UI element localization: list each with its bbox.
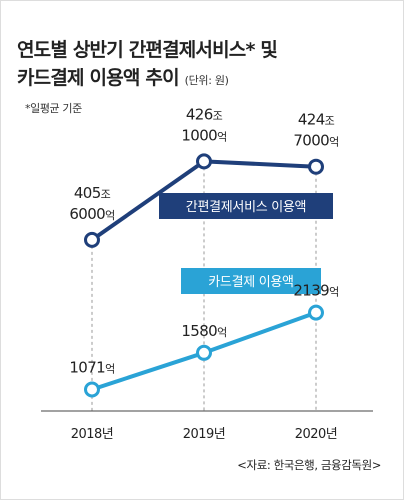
series-tag-label: 카드결제 이용액 (208, 275, 293, 290)
data-label: 2139억 (293, 282, 338, 300)
data-point (308, 304, 324, 321)
data-point (84, 381, 100, 398)
series-tag-label: 간편결제서비스 이용액 (186, 200, 306, 215)
data-point (308, 158, 324, 175)
chart-title-line-1: 연도별 상반기 간편결제서비스* 및 (17, 39, 278, 61)
data-label: 426조 (186, 105, 223, 123)
x-tick-label: 2018년 (71, 427, 114, 442)
data-label: 7000억 (293, 132, 338, 150)
data-labels: 405조 6000억 426조 1000억 424조 7000억 1071억 1580억 213… (69, 105, 339, 376)
data-label: 6000억 (69, 205, 114, 223)
data-label: 1000억 (181, 126, 226, 144)
chart-title-line-2: 카드결제 이용액 추이 (단위: 원) (17, 63, 229, 90)
data-label: 1071억 (69, 358, 114, 376)
data-point (84, 231, 100, 248)
data-label: 424조 (298, 111, 335, 129)
series-layer (84, 153, 324, 398)
footnote: *일평균 기준 (25, 102, 82, 115)
data-point (196, 153, 212, 170)
unit-label: (단위: 원) (184, 74, 229, 87)
x-tick-label: 2019년 (183, 427, 226, 442)
data-point (196, 344, 212, 361)
x-axis: 2018년 2019년 2020년 (41, 410, 373, 442)
data-label: 1580억 (181, 322, 226, 340)
x-tick-label: 2020년 (295, 427, 338, 442)
series-tag-box (181, 268, 321, 294)
source-note: <자료: 한국은행, 금융감독원> (237, 458, 381, 472)
chart-title-line-2-text: 카드결제 이용액 추이 (17, 67, 180, 89)
series-tag-box (159, 193, 333, 219)
data-label: 405조 (74, 184, 111, 202)
